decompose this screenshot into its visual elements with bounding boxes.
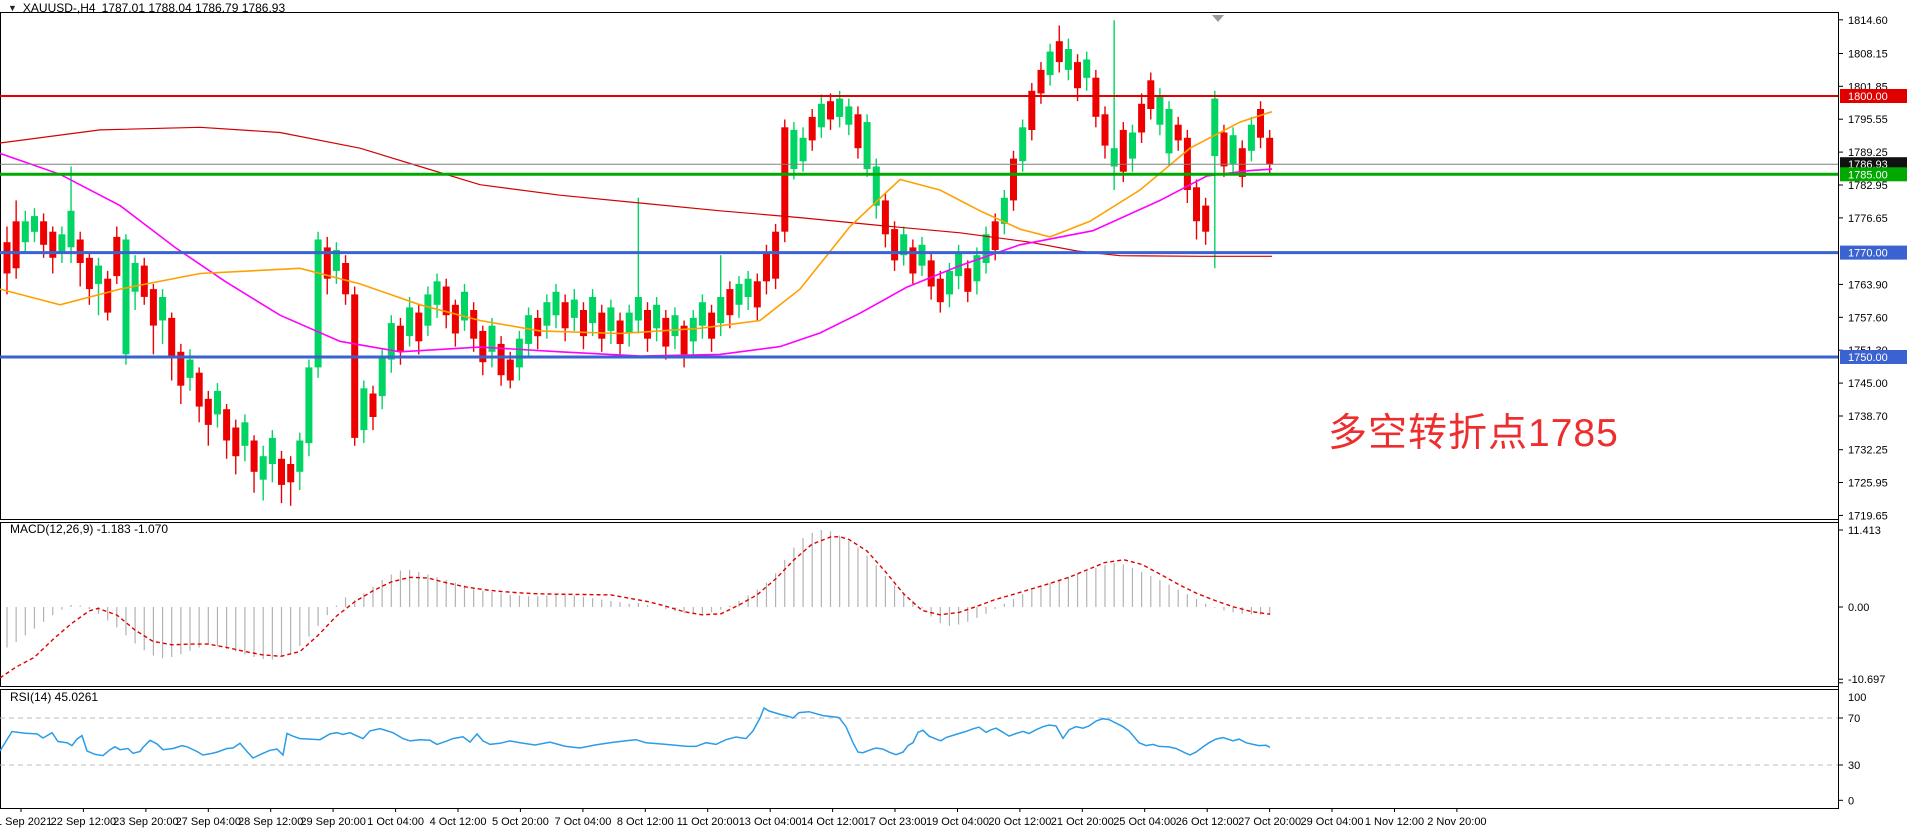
svg-text:1745.00: 1745.00 [1848,378,1888,390]
svg-text:0: 0 [1848,795,1854,807]
macd-indicator-label: MACD(12,26,9) -1.183 -1.070 [10,522,169,536]
svg-text:-10.697: -10.697 [1848,674,1885,686]
svg-text:22 Sep 12:00: 22 Sep 12:00 [51,816,116,828]
svg-text:30: 30 [1848,760,1860,772]
svg-text:1795.55: 1795.55 [1848,114,1888,126]
macd-axis: 11.413 0.00 -10.697 [1838,525,1885,686]
svg-text:1 Oct 04:00: 1 Oct 04:00 [367,816,424,828]
chart-ohlc-values: 1787.01 1788.04 1786.79 1786.93 [101,1,286,15]
svg-text:21 Sep 2021: 21 Sep 2021 [0,816,52,828]
svg-text:5 Oct 20:00: 5 Oct 20:00 [492,816,549,828]
svg-text:28 Sep 12:00: 28 Sep 12:00 [238,816,303,828]
price-badge [1840,245,1907,260]
rsi-indicator-label: RSI(14) 45.0261 [10,690,99,704]
svg-text:21 Oct 20:00: 21 Oct 20:00 [1051,816,1114,828]
svg-text:70: 70 [1848,713,1860,725]
svg-text:1800.00: 1800.00 [1848,91,1888,103]
svg-text:23 Sep 20:00: 23 Sep 20:00 [113,816,178,828]
svg-text:1789.25: 1789.25 [1848,147,1888,159]
svg-text:14 Oct 12:00: 14 Oct 12:00 [801,816,864,828]
rsi-line [0,706,1271,759]
ma-fast-orange-line [0,110,1273,335]
macd-signal-line [0,536,1271,679]
horizontal-level-lines[interactable] [0,95,1838,359]
svg-text:4 Oct 12:00: 4 Oct 12:00 [430,816,487,828]
macd-histogram [6,530,1271,660]
ma-mid-magenta-line [0,152,1273,357]
svg-text:1732.25: 1732.25 [1848,445,1888,457]
svg-text:26 Oct 12:00: 26 Oct 12:00 [1176,816,1239,828]
price-badge [1840,350,1907,364]
svg-text:19 Oct 04:00: 19 Oct 04:00 [926,816,989,828]
svg-text:11 Oct 20:00: 11 Oct 20:00 [677,816,739,828]
svg-text:1725.95: 1725.95 [1848,478,1888,490]
chart-title-bar: ▼ XAUUSD-,H4 1787.01 1788.04 1786.79 178… [8,1,285,15]
price-badge [1840,167,1907,182]
chart-annotation-text[interactable]: 多空转折点1785 [1328,412,1619,455]
svg-text:2 Nov 20:00: 2 Nov 20:00 [1427,816,1486,828]
svg-text:29 Sep 20:00: 29 Sep 20:00 [300,816,365,828]
svg-text:0.00: 0.00 [1848,602,1869,614]
rsi-axis: 100 70 30 0 [1838,682,1866,807]
svg-text:1738.70: 1738.70 [1848,411,1888,423]
symbol-dropdown-icon[interactable]: ▼ [8,3,17,13]
svg-text:7 Oct 04:00: 7 Oct 04:00 [554,816,611,828]
svg-text:1814.60: 1814.60 [1848,15,1888,27]
svg-text:20 Oct 12:00: 20 Oct 12:00 [988,816,1051,828]
svg-text:11.413: 11.413 [1848,525,1881,537]
candlestick-series [3,20,1274,506]
svg-text:100: 100 [1848,692,1866,704]
svg-text:27 Oct 20:00: 27 Oct 20:00 [1238,816,1301,828]
svg-text:1757.60: 1757.60 [1848,312,1888,324]
svg-text:8 Oct 12:00: 8 Oct 12:00 [617,816,674,828]
ma-slow-red-line [0,126,1272,257]
chart-symbol-period: XAUUSD-,H4 [22,1,96,15]
price-badge [1840,89,1907,103]
svg-text:1776.65: 1776.65 [1848,213,1888,225]
svg-text:1763.90: 1763.90 [1848,279,1888,291]
svg-text:1785.00: 1785.00 [1848,169,1888,181]
svg-text:1750.00: 1750.00 [1848,352,1888,364]
svg-text:25 Oct 04:00: 25 Oct 04:00 [1113,816,1176,828]
svg-text:27 Sep 04:00: 27 Sep 04:00 [176,816,241,828]
svg-text:29 Oct 04:00: 29 Oct 04:00 [1301,816,1364,828]
svg-text:1808.15: 1808.15 [1848,49,1888,61]
chart-shift-marker-icon[interactable] [1212,15,1224,22]
svg-text:13 Oct 04:00: 13 Oct 04:00 [739,816,802,828]
svg-text:1770.00: 1770.00 [1848,248,1888,260]
svg-text:1 Nov 12:00: 1 Nov 12:00 [1365,816,1424,828]
svg-text:1782.95: 1782.95 [1848,180,1888,192]
svg-text:17 Oct 23:00: 17 Oct 23:00 [864,816,927,828]
svg-text:1719.65: 1719.65 [1848,510,1888,522]
price-axis: 1814.601808.151801.851795.551789.251782.… [1838,15,1907,522]
